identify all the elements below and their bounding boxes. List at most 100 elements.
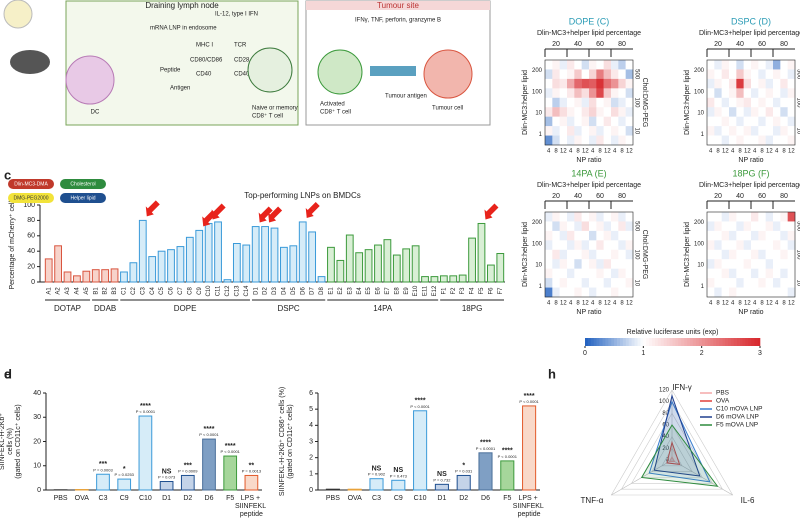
heat-cell xyxy=(714,135,722,146)
heat-cell xyxy=(552,278,560,288)
heat-cell xyxy=(596,126,604,136)
colorbar-swatch xyxy=(634,338,638,346)
y-tick-label: 1 xyxy=(539,132,543,138)
heat-cell xyxy=(780,78,788,89)
heat-cell xyxy=(721,268,730,279)
heat-cell xyxy=(625,69,634,80)
heat-cell xyxy=(596,259,604,269)
x-tick-label: C14 xyxy=(244,285,250,297)
heat-cell xyxy=(596,69,604,80)
heat-cell xyxy=(611,212,619,222)
heatmap-frame xyxy=(706,59,796,146)
x-tick-label: 8 xyxy=(598,149,602,155)
heat-cell xyxy=(780,278,788,288)
y-tick-label: 4 xyxy=(309,422,313,429)
legend-label: D6 mOVA LNP xyxy=(716,414,759,421)
bar xyxy=(347,488,362,491)
x-tick-label: 8 xyxy=(576,149,580,155)
significance: NS xyxy=(372,466,382,473)
legend-pill xyxy=(8,179,54,189)
heat-cell xyxy=(729,69,737,80)
heat-cell xyxy=(552,240,560,250)
heat-cell xyxy=(611,249,619,260)
label: DC xyxy=(91,110,100,116)
r-tick-label: 100 xyxy=(659,399,670,405)
heat-cell xyxy=(780,97,788,108)
colorbar-tick-label: 1 xyxy=(641,350,645,357)
heat-cell xyxy=(589,88,597,98)
heat-cell xyxy=(773,97,781,108)
heat-cell xyxy=(773,88,781,98)
heat-cell xyxy=(758,221,766,232)
bar xyxy=(244,474,259,491)
colorbar-swatch xyxy=(754,338,758,346)
heat-cell xyxy=(596,135,604,146)
significance: NS xyxy=(393,467,403,474)
r-tick-label: 40 xyxy=(662,434,669,440)
heat-cell xyxy=(773,287,781,298)
bar xyxy=(96,473,110,491)
heat-cell xyxy=(611,107,619,117)
heat-cell xyxy=(736,230,744,241)
heat-cell xyxy=(773,107,781,117)
heat-cell xyxy=(743,230,752,241)
bar xyxy=(101,269,110,283)
colorbar-swatch xyxy=(692,338,697,346)
group-tick-label: 20 xyxy=(714,41,722,48)
heat-cell xyxy=(773,249,781,260)
bar xyxy=(185,236,194,283)
y-tick-label: 30 xyxy=(33,414,41,421)
colorbar-swatch xyxy=(690,338,694,346)
heat-cell xyxy=(758,69,766,80)
x-tick-label: B3 xyxy=(112,287,118,295)
x-tick-label: 8 xyxy=(620,149,624,155)
heat-cell xyxy=(729,278,737,288)
p-value: P = 0.0003 xyxy=(93,467,113,472)
heat-cell xyxy=(787,126,796,136)
heat-cell xyxy=(736,126,744,136)
heat-cell xyxy=(545,240,553,250)
heat-cell xyxy=(787,116,796,127)
heat-cell xyxy=(707,69,715,80)
heat-cell xyxy=(618,240,626,250)
y2-tick-label: 10 xyxy=(795,127,800,134)
heat-cell xyxy=(765,60,774,70)
heat-cell xyxy=(729,97,737,108)
panel-label: d xyxy=(4,366,12,381)
heat-cell xyxy=(581,212,590,222)
heat-cell xyxy=(574,78,582,89)
heat-cell xyxy=(567,278,575,288)
heat-cell xyxy=(773,230,781,241)
heat-cell xyxy=(559,287,568,298)
heat-cell xyxy=(625,60,634,70)
bar xyxy=(261,226,269,283)
colorbar-swatch xyxy=(631,338,635,346)
highlight-arrow xyxy=(484,203,499,220)
x-tick-label: 4 xyxy=(591,149,595,155)
heat-cell xyxy=(545,107,553,117)
heat-cell xyxy=(625,212,634,222)
y-tick-label: 0 xyxy=(309,487,313,494)
heat-cell xyxy=(625,240,634,250)
x-tick-label: 8 xyxy=(760,149,764,155)
colorbar-swatch xyxy=(716,338,720,346)
x-tick-label: E8 xyxy=(394,287,400,295)
heat-cell xyxy=(721,88,730,98)
heat-cell xyxy=(736,249,744,260)
x-tick-label: 8 xyxy=(738,301,742,307)
heat-cell xyxy=(780,126,788,136)
heat-cell xyxy=(787,69,796,80)
x-tick-label: 4 xyxy=(731,301,735,307)
heat-cell xyxy=(736,287,744,298)
heat-cell xyxy=(603,268,612,279)
heat-cell xyxy=(765,240,774,250)
heat-cell xyxy=(765,259,774,269)
x-tick-label: F5 xyxy=(479,287,485,295)
box-title: Draining lymph node xyxy=(145,1,219,10)
bar xyxy=(280,246,288,283)
x-tick-label: F2 xyxy=(451,287,457,295)
heat-cell xyxy=(581,278,590,288)
heat-cell xyxy=(545,116,553,127)
colorbar-swatch xyxy=(742,338,746,346)
heat-cell xyxy=(765,69,774,80)
